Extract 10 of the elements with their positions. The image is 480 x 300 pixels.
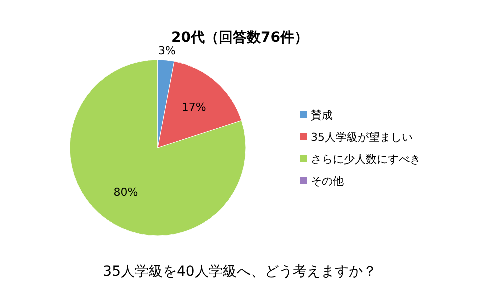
data-label: 17% <box>182 100 206 114</box>
legend-label: その他 <box>311 174 344 188</box>
data-label: 3% <box>158 44 176 58</box>
legend-label: さらに少人数にすべき <box>311 152 421 166</box>
legend-label: 35人学級が望ましい <box>311 130 413 144</box>
text: 35人学級を40人学級へ、どう考えますか？ <box>103 264 377 280</box>
data-label: 80% <box>114 186 138 199</box>
pie-slice <box>70 60 246 236</box>
legend-label: 賛成 <box>311 108 333 122</box>
chart-title: 20代（回答数76件） <box>172 30 308 46</box>
